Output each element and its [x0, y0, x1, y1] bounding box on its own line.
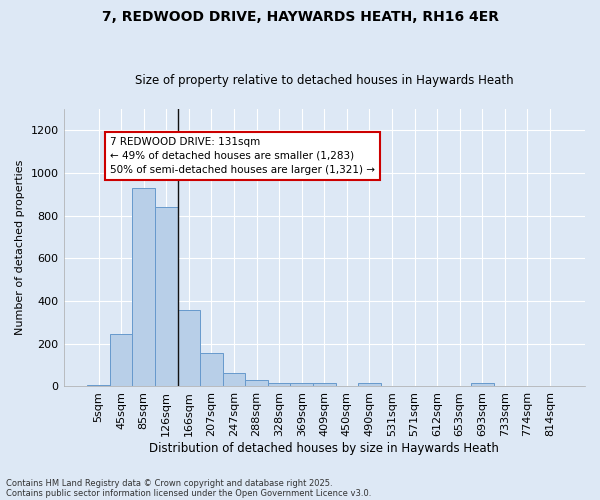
Title: Size of property relative to detached houses in Haywards Heath: Size of property relative to detached ho… — [135, 74, 514, 87]
Bar — [268, 384, 290, 386]
Bar — [200, 354, 223, 386]
Y-axis label: Number of detached properties: Number of detached properties — [15, 160, 25, 336]
Text: 7 REDWOOD DRIVE: 131sqm
← 49% of detached houses are smaller (1,283)
50% of semi: 7 REDWOOD DRIVE: 131sqm ← 49% of detache… — [110, 136, 375, 174]
Bar — [313, 384, 335, 386]
Text: 7, REDWOOD DRIVE, HAYWARDS HEATH, RH16 4ER: 7, REDWOOD DRIVE, HAYWARDS HEATH, RH16 4… — [101, 10, 499, 24]
Text: Contains public sector information licensed under the Open Government Licence v3: Contains public sector information licen… — [6, 488, 371, 498]
Bar — [178, 310, 200, 386]
Bar — [358, 384, 381, 386]
Bar — [110, 334, 133, 386]
Bar — [223, 372, 245, 386]
Bar — [471, 384, 494, 386]
Bar — [245, 380, 268, 386]
Text: Contains HM Land Registry data © Crown copyright and database right 2025.: Contains HM Land Registry data © Crown c… — [6, 478, 332, 488]
Bar — [290, 384, 313, 386]
Bar — [133, 188, 155, 386]
Bar — [155, 207, 178, 386]
X-axis label: Distribution of detached houses by size in Haywards Heath: Distribution of detached houses by size … — [149, 442, 499, 455]
